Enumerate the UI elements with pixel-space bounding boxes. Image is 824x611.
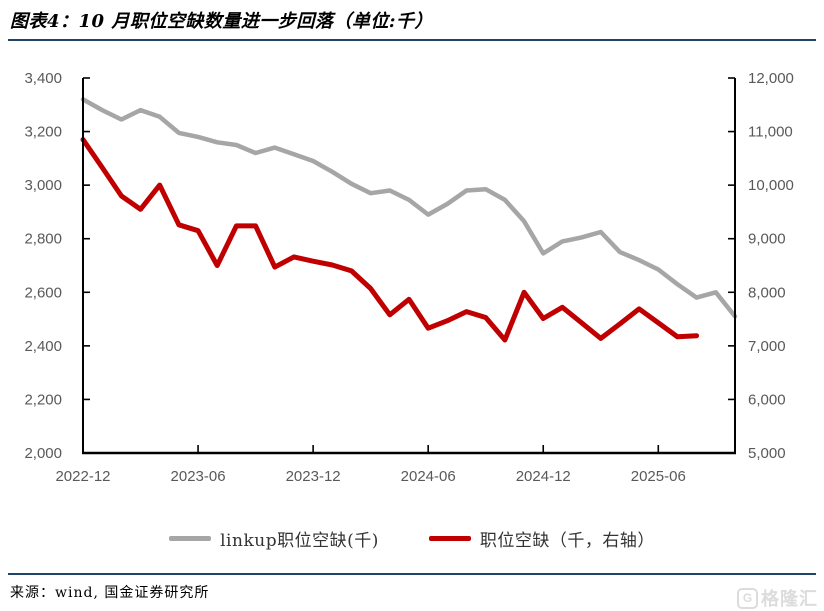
source-divider bbox=[8, 573, 816, 575]
left-tick-label: 2,800 bbox=[24, 231, 62, 248]
left-tick-label: 2,600 bbox=[24, 284, 62, 301]
left-tick-label: 3,000 bbox=[24, 177, 62, 194]
x-tick-label: 2024-12 bbox=[516, 468, 571, 485]
right-tick-label: 10,000 bbox=[748, 177, 794, 194]
x-tick-label: 2022-12 bbox=[55, 468, 110, 485]
x-tick-label: 2023-06 bbox=[171, 468, 226, 485]
title-divider bbox=[8, 39, 816, 41]
source-note: 来源：wind, 国金证券研究所 bbox=[10, 585, 210, 601]
right-tick-label: 12,000 bbox=[748, 70, 794, 87]
legend-item-jolts: 职位空缺（千，右轴） bbox=[428, 526, 655, 551]
right-tick-label: 6,000 bbox=[748, 391, 786, 408]
series-line-1 bbox=[80, 137, 700, 343]
x-tick-label: 2023-12 bbox=[286, 468, 341, 485]
gelonghui-watermark: G 格隆汇 bbox=[737, 585, 818, 611]
linkup-series-swatch bbox=[169, 535, 212, 541]
series-line-0 bbox=[80, 97, 738, 319]
right-tick-label: 5,000 bbox=[748, 445, 786, 462]
x-tick-label: 2025-06 bbox=[631, 468, 686, 485]
right-tick-label: 11,000 bbox=[748, 124, 793, 141]
right-tick-label: 9,000 bbox=[748, 231, 786, 248]
left-tick-label: 3,400 bbox=[24, 70, 62, 87]
left-tick-label: 2,400 bbox=[24, 338, 62, 355]
legend-item-linkup: linkup职位空缺(千) bbox=[169, 526, 379, 551]
dual-axis-line-chart: 3,400 3,200 3,000 2,800 2,600 2,400 2,200 2,000… bbox=[24, 70, 794, 485]
figure-title: 图表4：10 月职位空缺数量进一步回落（单位:千） bbox=[10, 11, 433, 32]
right-tick-label: 8,000 bbox=[748, 284, 786, 301]
right-tick-label: 7,000 bbox=[748, 338, 786, 355]
left-tick-label: 2,200 bbox=[24, 391, 62, 408]
jolts-series-swatch bbox=[428, 535, 471, 541]
legend-label-linkup: linkup职位空缺(千) bbox=[220, 530, 379, 551]
legend-label-jolts: 职位空缺（千，右轴） bbox=[479, 530, 655, 551]
gelonghui-watermark-text: 格隆汇 bbox=[761, 589, 818, 609]
gelonghui-logo-icon: G bbox=[737, 587, 758, 609]
left-tick-label: 3,200 bbox=[24, 124, 62, 141]
chart-legend: linkup职位空缺(千) 职位空缺（千，右轴） bbox=[0, 523, 824, 553]
x-tick-label: 2024-06 bbox=[401, 468, 456, 485]
left-tick-label: 2,000 bbox=[24, 445, 62, 462]
